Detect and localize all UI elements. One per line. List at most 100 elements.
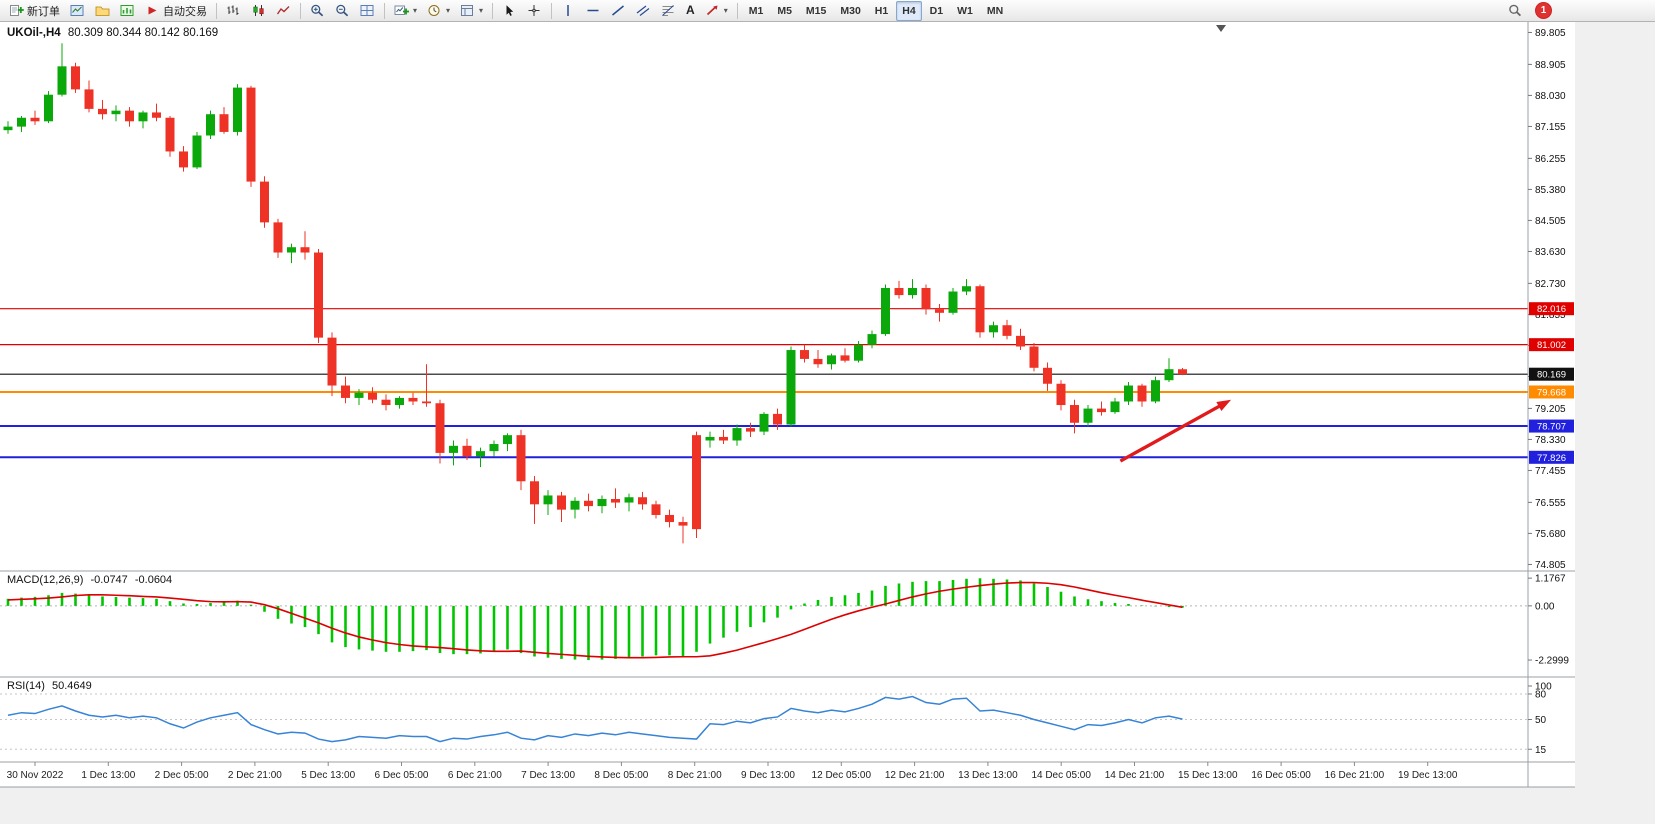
chart-windows-button[interactable] [66,1,89,21]
fibonacci-button[interactable] [657,1,680,21]
timeframe-h4-button[interactable]: H4 [896,0,922,21]
vline-icon [561,4,576,17]
trendline-button[interactable] [607,1,630,21]
svg-text:88.030: 88.030 [1535,91,1566,102]
candlesticks [3,43,1187,544]
chevron-down-icon: ▾ [446,6,451,15]
svg-text:12 Dec 21:00: 12 Dec 21:00 [885,770,945,781]
timeframe-m30-button[interactable]: M30 [840,4,861,17]
play-icon [145,4,160,17]
svg-text:30 Nov 2022: 30 Nov 2022 [7,770,64,781]
rsi-pane [0,693,1528,750]
timeframe-mn-button[interactable]: MN [986,4,1004,17]
svg-text:14 Dec 21:00: 14 Dec 21:00 [1105,770,1165,781]
crosshair-button[interactable] [523,1,546,21]
toolbar-right-group: 1 [1503,1,1651,21]
line-chart-mode-button[interactable] [272,1,295,21]
text-label-button[interactable]: A [682,1,699,21]
vertical-line-button[interactable] [557,1,580,21]
chart-window: 89.805 88.905 88.030 87.155 86.255 85.380 84.5… [0,22,1655,824]
svg-text:12 Dec 05:00: 12 Dec 05:00 [812,770,872,781]
macd-pane [0,578,1528,661]
svg-text:89.805: 89.805 [1535,28,1566,39]
new-order-button[interactable]: 新订单 [5,1,64,21]
time-axis[interactable]: 30 Nov 2022 1 Dec 13:00 2 Dec 05:00 2 Dec 2… [7,762,1458,781]
svg-text:50: 50 [1535,715,1547,726]
new-chart-icon [394,4,409,17]
price-chart-canvas: 89.805 88.905 88.030 87.155 86.255 85.380 84.5… [0,22,1655,824]
timeframe-m5-button[interactable]: M5 [777,4,792,17]
auto-trading-button[interactable]: 自动交易 [141,1,211,21]
main-pane [0,25,1528,544]
svg-text:16 Dec 05:00: 16 Dec 05:00 [1251,770,1311,781]
notification-badge[interactable]: 1 [1536,3,1551,18]
svg-text:74.805: 74.805 [1535,560,1566,571]
svg-text:85.380: 85.380 [1535,185,1566,196]
search-button[interactable] [1504,1,1527,21]
svg-text:14 Dec 05:00: 14 Dec 05:00 [1031,770,1091,781]
trend-arrow[interactable] [1119,399,1232,463]
svg-text:5 Dec 13:00: 5 Dec 13:00 [301,770,355,781]
svg-text:79.205: 79.205 [1535,404,1566,415]
timeframe-m1-button[interactable]: M1 [748,4,764,17]
shift-marker [1216,25,1226,32]
zoom-out-button[interactable] [331,1,354,21]
svg-text:8 Dec 21:00: 8 Dec 21:00 [668,770,722,781]
arrow-objects-icon [705,4,720,17]
template-icon [460,4,475,17]
timeframe-d1-button[interactable]: D1 [929,4,944,17]
svg-text:78.707: 78.707 [1537,422,1566,433]
toolbar-separator [492,2,494,19]
svg-text:15: 15 [1535,745,1547,756]
zoom-in-icon [310,4,325,17]
timeframe-h1-button[interactable]: H1 [874,4,889,17]
svg-text:0.00: 0.00 [1535,601,1555,612]
fibonacci-icon [661,4,676,17]
channel-icon [636,4,651,17]
hline-icon [586,4,601,17]
periods-button[interactable]: ▾ [423,1,454,21]
svg-text:78.330: 78.330 [1535,435,1566,446]
text-icon: A [686,3,695,17]
timeframe-m15-button[interactable]: M15 [805,4,827,17]
svg-text:9 Dec 13:00: 9 Dec 13:00 [741,770,795,781]
toolbar-separator [551,2,553,19]
templates-button[interactable]: ▾ [456,1,487,21]
svg-text:-2.2999: -2.2999 [1535,656,1569,667]
price-scale[interactable]: 89.805 88.905 88.030 87.155 86.255 85.380 84.5… [1528,28,1574,756]
tile-windows-icon [360,4,375,17]
order-icon [9,4,24,17]
toolbar: 新订单 自动交易 ▾ ▾ ▾ A ▾ M1 M5 M15 M30 H1 H4 D1 W1 MN 1 [0,0,1655,22]
price-badge-81.002: 81.002 [1529,338,1574,352]
toolbar-separator [216,2,217,19]
bar-chart-mode-button[interactable] [222,1,245,21]
timeframe-w1-button[interactable]: W1 [957,4,973,17]
arrow-objects-button[interactable]: ▾ [701,1,732,21]
new-order-label: 新订单 [27,5,60,18]
rsi-line [7,695,1183,743]
new-chart-button[interactable]: ▾ [390,1,421,21]
market-watch-button[interactable] [116,1,139,21]
candlestick-mode-button[interactable] [247,1,270,21]
horizontal-line-button[interactable] [582,1,605,21]
profiles-button[interactable] [91,1,114,21]
price-badge-77.826: 77.826 [1529,450,1574,464]
svg-text:1.1767: 1.1767 [1535,574,1566,585]
price-badge-82.016: 82.016 [1529,302,1574,316]
toolbar-separator [736,2,738,19]
tile-windows-button[interactable] [356,1,379,21]
zoom-in-button[interactable] [306,1,329,21]
trendline-icon [611,4,626,17]
svg-text:81.002: 81.002 [1537,340,1566,351]
crosshair-icon [527,4,542,17]
equidistant-channel-button[interactable] [632,1,655,21]
svg-text:6 Dec 05:00: 6 Dec 05:00 [375,770,429,781]
price-badge-79.668: 79.668 [1529,385,1574,399]
svg-text:6 Dec 21:00: 6 Dec 21:00 [448,770,502,781]
svg-text:100: 100 [1535,682,1552,693]
svg-text:88.905: 88.905 [1535,60,1566,71]
svg-text:84.505: 84.505 [1535,216,1566,227]
cursor-button[interactable] [498,1,521,21]
svg-text:81.855: 81.855 [1535,310,1566,321]
